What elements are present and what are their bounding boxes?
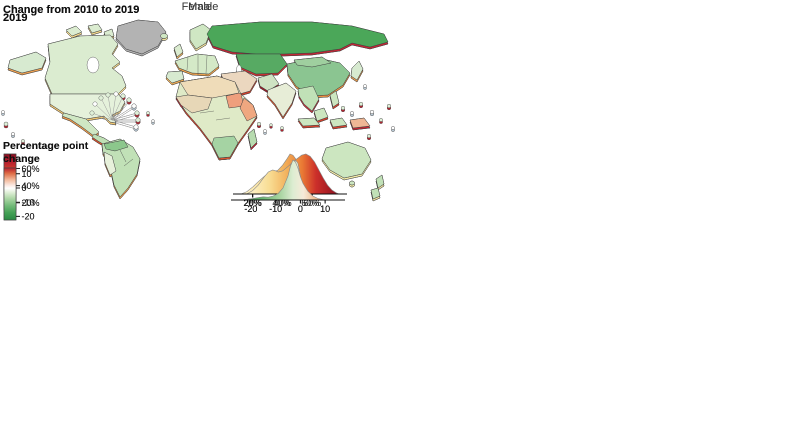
svg-text:20%: 20% bbox=[243, 198, 261, 208]
svg-text:40%: 40% bbox=[274, 198, 292, 208]
panel-male-change: Change from 2010 to 2019 Percentage poin… bbox=[0, 0, 400, 222]
svg-text:60%: 60% bbox=[22, 164, 40, 174]
svg-text:60%: 60% bbox=[301, 198, 319, 208]
svg-text:10: 10 bbox=[320, 204, 330, 214]
distribution-plot: -20 -10 0 10 bbox=[231, 159, 345, 214]
legend-title: Percentage point change bbox=[3, 140, 89, 166]
column-title-female: Female bbox=[181, 1, 219, 13]
svg-text:-20: -20 bbox=[244, 204, 257, 214]
svg-text:40%: 40% bbox=[272, 198, 290, 208]
svg-text:0: 0 bbox=[22, 183, 27, 193]
svg-text:40%: 40% bbox=[22, 181, 40, 191]
svg-text:-20: -20 bbox=[22, 212, 35, 222]
svg-text:-20: -20 bbox=[244, 204, 257, 214]
svg-text:10: 10 bbox=[320, 204, 330, 214]
svg-text:10: 10 bbox=[22, 169, 32, 179]
svg-text:-10: -10 bbox=[22, 198, 35, 208]
svg-text:-20: -20 bbox=[22, 212, 35, 222]
panel-label-change: Change from 2010 to 2019 bbox=[3, 4, 140, 16]
svg-text:20%: 20% bbox=[22, 198, 40, 208]
svg-text:-10: -10 bbox=[269, 204, 282, 214]
panel-label-change: Change from 2010 to 2019 bbox=[3, 4, 140, 16]
legend-title: Percentage point change bbox=[3, 140, 89, 166]
svg-text:0: 0 bbox=[22, 183, 27, 193]
panel-label-2019: 2019 bbox=[3, 12, 28, 24]
svg-text:-10: -10 bbox=[22, 198, 35, 208]
svg-text:60%: 60% bbox=[303, 198, 321, 208]
svg-text:20%: 20% bbox=[22, 198, 40, 208]
color-scale-legend: 10 0 -10 -20 bbox=[3, 167, 35, 222]
panel-label-2019: 2019 bbox=[3, 12, 28, 24]
svg-text:10: 10 bbox=[22, 169, 32, 179]
svg-text:60%: 60% bbox=[22, 164, 40, 174]
svg-text:0: 0 bbox=[298, 204, 303, 214]
svg-text:40%: 40% bbox=[22, 181, 40, 191]
column-title-male: Male bbox=[188, 1, 212, 13]
svg-text:-10: -10 bbox=[269, 204, 282, 214]
svg-text:20%: 20% bbox=[244, 198, 262, 208]
svg-text:0: 0 bbox=[298, 204, 303, 214]
